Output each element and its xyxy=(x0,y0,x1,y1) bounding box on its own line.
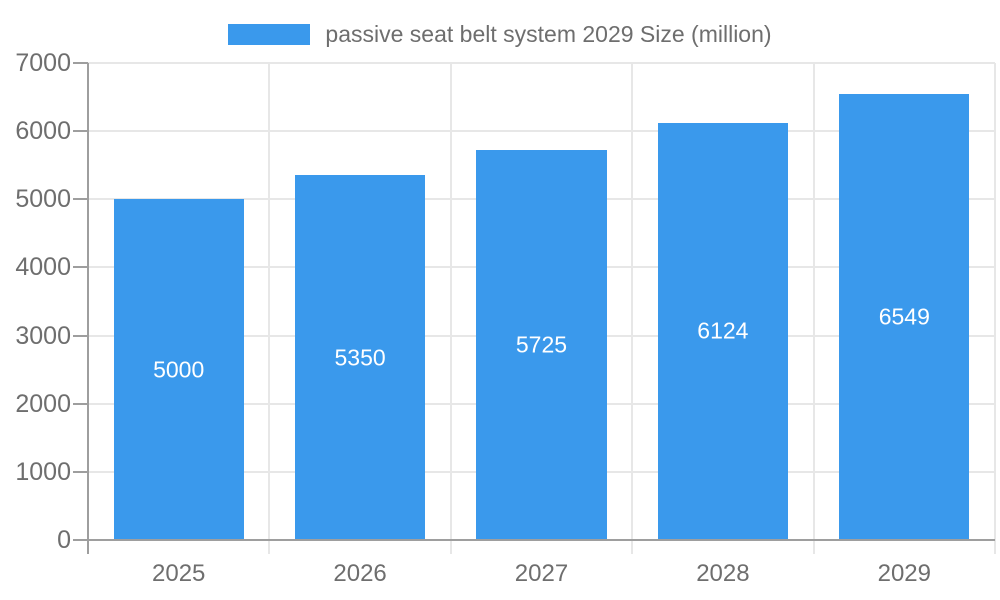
x-axis-line xyxy=(73,539,995,541)
y-axis-tick xyxy=(73,539,88,541)
y-tick-label: 6000 xyxy=(15,117,71,146)
x-tick-label: 2027 xyxy=(514,560,569,587)
bar-2027: 5725 xyxy=(476,149,607,540)
gridline-h xyxy=(88,130,995,133)
legend-label: passive seat belt system 2029 Size (mill… xyxy=(325,21,772,47)
x-tick-label: 2025 xyxy=(152,560,206,587)
x-tick-label: 2029 xyxy=(877,560,931,587)
x-tick-label: 2026 xyxy=(333,560,387,587)
y-axis-tick xyxy=(73,130,88,133)
bar-2025: 5000 xyxy=(113,199,244,540)
legend-swatch xyxy=(228,23,311,45)
y-axis-tick xyxy=(73,62,88,64)
bar-2026: 5350 xyxy=(295,175,426,540)
y-tick-label: 3000 xyxy=(15,321,71,350)
x-tick-label: 2028 xyxy=(696,560,750,587)
gridline-v xyxy=(994,63,996,554)
bar-value-label: 5000 xyxy=(153,356,205,383)
y-axis-tick xyxy=(73,470,88,473)
y-tick-label: 5000 xyxy=(15,185,71,214)
y-axis-line xyxy=(87,63,89,554)
bar-value-label: 5725 xyxy=(515,331,568,358)
gridline-v xyxy=(268,63,271,554)
bar-2028: 6124 xyxy=(657,122,788,540)
y-tick-label: 0 xyxy=(57,526,71,554)
y-axis-tick xyxy=(73,198,88,201)
bar-value-label: 6549 xyxy=(878,303,930,330)
y-axis-tick xyxy=(73,266,88,269)
y-tick-label: 1000 xyxy=(15,457,71,486)
y-axis-tick xyxy=(73,334,88,337)
y-tick-label: 7000 xyxy=(15,49,71,77)
gridline-v xyxy=(631,63,634,554)
y-tick-label: 4000 xyxy=(15,253,71,282)
bar-value-label: 6124 xyxy=(697,317,749,344)
y-tick-label: 2000 xyxy=(15,389,71,418)
y-axis-tick xyxy=(73,402,88,405)
gridline-v xyxy=(449,63,452,554)
chart-legend: passive seat belt system 2029 Size (mill… xyxy=(0,21,1000,47)
plot-area: 0 1000 2000 3000 4000 5000 6000 7000 5000 2025 535… xyxy=(15,49,996,587)
gridline-h xyxy=(88,62,995,64)
bar-2029: 6549 xyxy=(839,93,970,540)
bar-value-label: 5350 xyxy=(334,344,386,371)
gridline-v xyxy=(812,63,815,554)
